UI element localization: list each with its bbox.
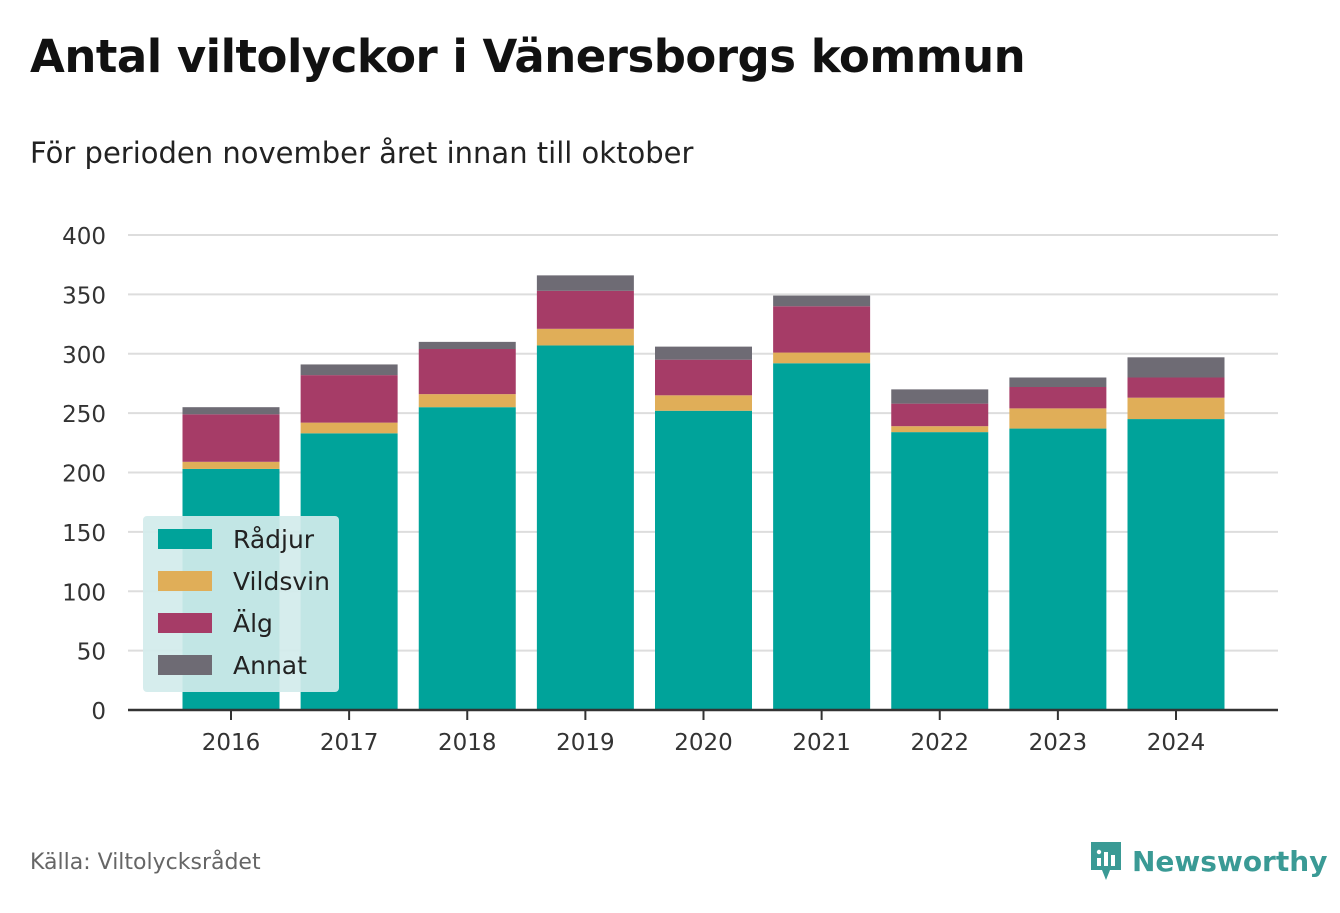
x-tick-label: 2016 — [202, 730, 261, 756]
bar-segment — [1127, 397, 1225, 420]
bar-segment — [536, 275, 634, 291]
x-tick-label: 2022 — [910, 730, 969, 756]
bar-segment — [1009, 428, 1107, 710]
bar-segment — [1009, 387, 1107, 409]
bars — [182, 275, 1225, 710]
legend: Rådjur Vildsvin Älg Annat — [143, 516, 339, 692]
chart-subtitle: För perioden november året innan till ok… — [30, 136, 694, 170]
bar-segment — [773, 363, 871, 710]
y-tick-label: 50 — [77, 640, 106, 666]
brand-name: Newsworthy — [1132, 844, 1328, 878]
x-tick-label: 2023 — [1029, 730, 1088, 756]
y-tick-label: 350 — [62, 283, 106, 309]
bar-segment — [773, 295, 871, 307]
legend-box — [143, 516, 339, 692]
chart-title: Antal viltolyckor i Vänersborgs kommun — [30, 30, 1026, 83]
bar-segment — [182, 461, 280, 469]
bar-segment — [1127, 419, 1225, 710]
bar-segment — [1009, 377, 1107, 387]
y-tick-label: 150 — [62, 521, 106, 547]
y-tick-label: 250 — [62, 402, 106, 428]
bar-segment — [655, 359, 752, 396]
x-tick-label: 2019 — [556, 730, 615, 756]
x-tick-label: 2020 — [674, 730, 733, 756]
y-tick-label: 300 — [62, 343, 106, 369]
bar-segment — [891, 389, 989, 404]
legend-label: Rådjur — [233, 525, 315, 554]
x-axis: 2016 2017 2018 2019 2020 2021 2022 2023 2024 — [128, 708, 1278, 756]
bar-segment — [300, 422, 398, 434]
bar-segment — [655, 346, 752, 360]
bar-segment — [536, 345, 634, 710]
bar-segment — [1127, 377, 1225, 398]
legend-label: Vildsvin — [233, 567, 330, 596]
bar-segment — [418, 407, 516, 710]
y-axis-ticks: 0 50 100 150 200 250 300 350 400 — [62, 224, 106, 725]
legend-swatch — [158, 529, 212, 549]
bar-segment — [891, 426, 989, 433]
newsworthy-logo-icon — [1091, 842, 1121, 880]
bar-segment — [891, 403, 989, 427]
y-tick-label: 400 — [62, 224, 106, 250]
legend-swatch — [158, 613, 212, 633]
x-tick-label: 2018 — [438, 730, 497, 756]
source-note: Källa: Viltolycksrådet — [30, 850, 261, 875]
legend-label: Älg — [233, 609, 273, 638]
bar-segment — [536, 290, 634, 329]
bar-segment — [182, 414, 280, 462]
bar-segment — [300, 375, 398, 423]
bar-segment — [891, 432, 989, 710]
bar-segment — [418, 341, 516, 349]
bar-segment — [773, 352, 871, 364]
bar-segment — [536, 328, 634, 346]
x-tick-label: 2024 — [1147, 730, 1206, 756]
bar-segment — [418, 394, 516, 408]
bar-segment — [1009, 408, 1107, 429]
x-tick-label: 2017 — [320, 730, 379, 756]
bar-segment — [418, 349, 516, 395]
bar-segment — [300, 364, 398, 376]
y-tick-label: 0 — [91, 699, 106, 725]
bar-segment — [655, 395, 752, 411]
y-tick-label: 100 — [62, 580, 106, 606]
brand-logo[interactable]: Newsworthy — [1088, 840, 1327, 882]
legend-swatch — [158, 655, 212, 675]
legend-swatch — [158, 571, 212, 591]
legend-label: Annat — [233, 651, 307, 680]
bar-segment — [773, 306, 871, 353]
bar-segment — [1127, 357, 1225, 378]
bar-segment — [655, 410, 752, 710]
y-tick-label: 200 — [62, 462, 106, 488]
bar-segment — [182, 407, 280, 415]
x-tick-label: 2021 — [792, 730, 851, 756]
